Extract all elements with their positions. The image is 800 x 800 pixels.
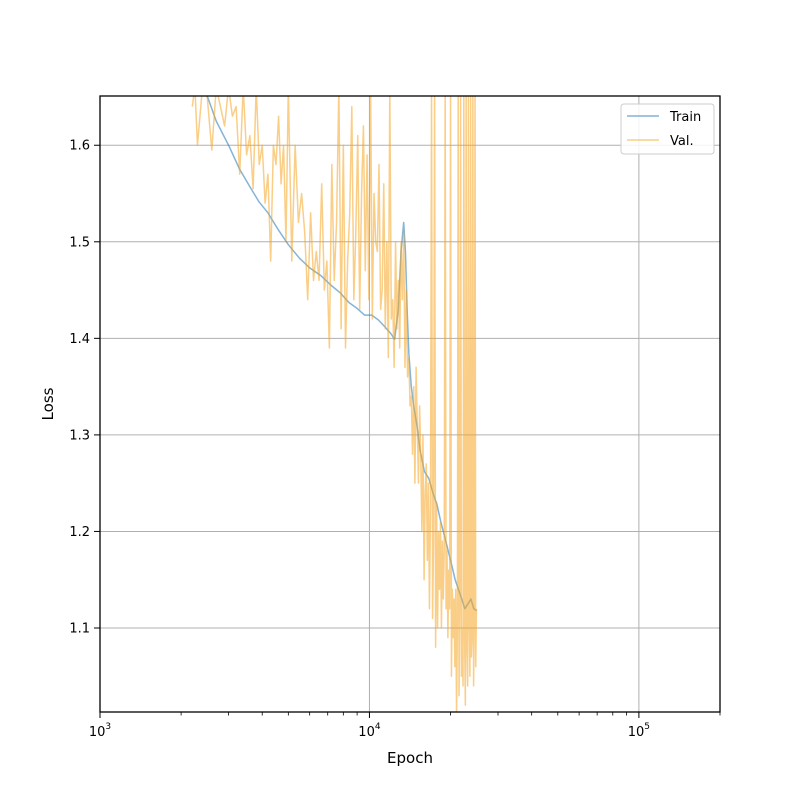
axis-ticks: 103 104 105 1.1 1.2 1.3 1.4 1.5 1.6 bbox=[69, 139, 721, 740]
y-tick-label: 1.5 bbox=[69, 235, 90, 250]
legend: Train Val. bbox=[620, 103, 715, 155]
x-tick-label: 104 bbox=[358, 722, 381, 740]
legend-label-val: Val. bbox=[670, 134, 694, 149]
x-axis-label: Epoch bbox=[387, 749, 433, 767]
y-tick-label: 1.1 bbox=[69, 622, 90, 637]
y-axis-label: Loss bbox=[39, 387, 57, 420]
y-tick-label: 1.3 bbox=[69, 428, 90, 443]
y-tick-label: 1.2 bbox=[69, 525, 90, 540]
x-tick-label: 103 bbox=[89, 722, 111, 740]
x-tick-label: 105 bbox=[628, 722, 650, 740]
series-layer bbox=[191, 96, 478, 712]
series-line-train bbox=[206, 96, 478, 612]
y-tick-label: 1.6 bbox=[69, 139, 90, 154]
legend-label-train: Train bbox=[669, 110, 701, 125]
series-line-val bbox=[191, 96, 478, 712]
plot-frame bbox=[99, 95, 721, 713]
y-tick-label: 1.4 bbox=[69, 332, 90, 347]
